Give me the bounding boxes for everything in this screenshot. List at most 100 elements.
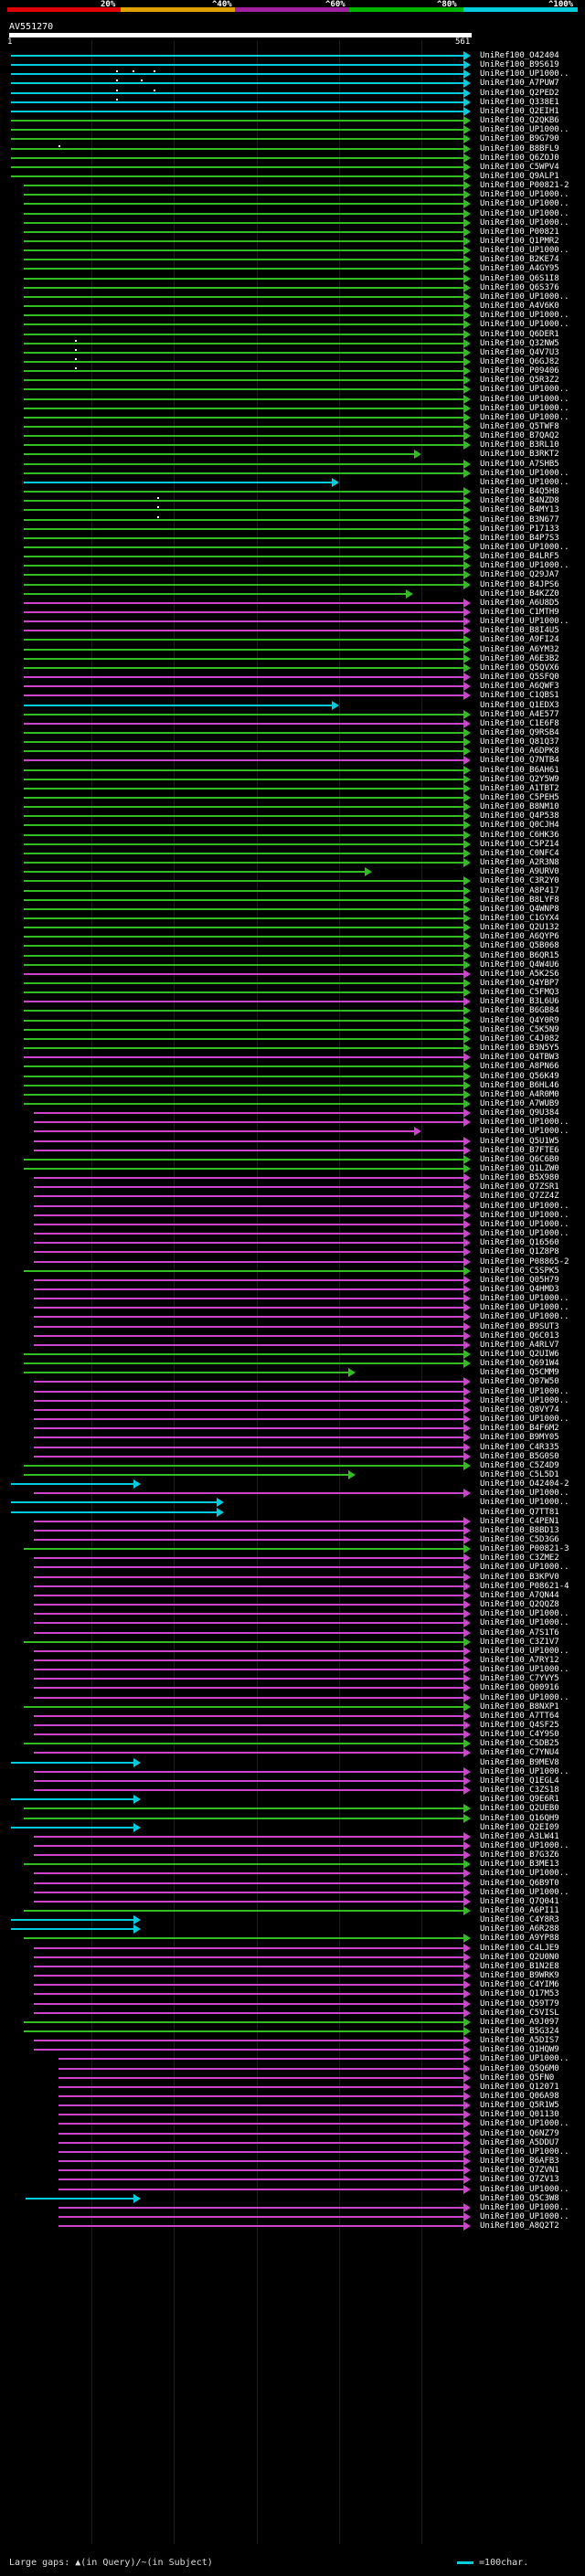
hit-label-link[interactable]: UniRef100_Q6C6B0: [480, 1155, 559, 1164]
hit-label-link[interactable]: UniRef100_C1E6F8: [480, 719, 559, 728]
hit-label-link[interactable]: UniRef100_Q7ZZ4Z: [480, 1192, 559, 1201]
hit-bar[interactable]: [34, 1233, 464, 1235]
hit-bar[interactable]: [24, 853, 464, 854]
hit-label-link[interactable]: UniRef100_Q5QVX6: [480, 663, 559, 673]
hit-bar[interactable]: [24, 278, 464, 280]
hit-bar[interactable]: [34, 1659, 464, 1661]
hit-label-link[interactable]: UniRef100_Q4YBP7: [480, 979, 559, 988]
hit-bar[interactable]: [24, 1047, 464, 1049]
hit-label-link[interactable]: UniRef100_C7YVY5: [480, 1674, 559, 1683]
hit-label-link[interactable]: UniRef100_Q16QH9: [480, 1814, 559, 1823]
hit-bar[interactable]: [24, 1065, 464, 1067]
hit-bar[interactable]: [58, 2123, 464, 2125]
hit-label-link[interactable]: UniRef100_UP1000..: [480, 320, 569, 329]
hit-label-link[interactable]: UniRef100_A7QN44: [480, 1591, 559, 1600]
hit-label-link[interactable]: UniRef100_A6E3B2: [480, 654, 559, 663]
hit-label-link[interactable]: UniRef100_C4J082: [480, 1034, 559, 1044]
hit-label-link[interactable]: UniRef100_B4F6M2: [480, 1424, 559, 1433]
hit-label-link[interactable]: UniRef100_Q691W4: [480, 1359, 559, 1368]
hit-label-link[interactable]: UniRef100_Q5U1W5: [480, 1137, 559, 1146]
hit-label-link[interactable]: UniRef100_P00821-2: [480, 181, 569, 190]
hit-label-link[interactable]: UniRef100_UP1000..: [480, 246, 569, 255]
hit-label-link[interactable]: UniRef100_UP1000..: [480, 2212, 569, 2221]
hit-label-link[interactable]: UniRef100_UP1000..: [480, 617, 569, 626]
hit-label-link[interactable]: UniRef100_UP1000..: [480, 2147, 569, 2157]
hit-bar[interactable]: [24, 685, 464, 687]
hit-label-link[interactable]: UniRef100_Q2Y5W9: [480, 775, 559, 784]
hit-bar[interactable]: [58, 2169, 464, 2171]
hit-bar[interactable]: [24, 519, 464, 521]
hit-label-link[interactable]: UniRef100_C5VISL: [480, 2009, 559, 2018]
hit-bar[interactable]: [24, 379, 464, 381]
hit-bar[interactable]: [10, 1928, 134, 1930]
hit-bar[interactable]: [34, 1261, 464, 1263]
hit-bar[interactable]: [34, 1836, 464, 1838]
hit-label-link[interactable]: UniRef100_UP1000..: [480, 209, 569, 218]
hit-label-link[interactable]: UniRef100_Q2EIH1: [480, 107, 559, 116]
hit-label-link[interactable]: UniRef100_A7RY12: [480, 1656, 559, 1665]
hit-label-link[interactable]: UniRef100_Q5C3W8: [480, 2194, 559, 2203]
hit-bar[interactable]: [24, 899, 464, 901]
hit-bar[interactable]: [24, 649, 464, 651]
hit-label-link[interactable]: UniRef100_P00821: [480, 228, 559, 237]
hit-bar[interactable]: [24, 723, 464, 725]
hit-label-link[interactable]: UniRef100_Q0CJH4: [480, 821, 559, 830]
hit-bar[interactable]: [24, 1159, 464, 1161]
hit-label-link[interactable]: UniRef100_C4LJE9: [480, 1944, 559, 1953]
hit-bar[interactable]: [34, 1993, 464, 1995]
hit-bar[interactable]: [10, 1762, 134, 1764]
hit-label-link[interactable]: UniRef100_A8P417: [480, 886, 559, 896]
hit-bar[interactable]: [24, 955, 464, 957]
hit-label-link[interactable]: UniRef100_UP1000..: [480, 385, 569, 394]
hit-label-link[interactable]: UniRef100_B7FTE6: [480, 1146, 559, 1155]
hit-bar[interactable]: [24, 249, 464, 251]
hit-bar[interactable]: [24, 546, 464, 548]
hit-bar[interactable]: [58, 2104, 464, 2106]
hit-bar[interactable]: [24, 1056, 464, 1058]
hit-label-link[interactable]: UniRef100_UP1000..: [480, 413, 569, 422]
hit-bar[interactable]: [24, 417, 464, 419]
hit-bar[interactable]: [24, 222, 464, 224]
hit-bar[interactable]: [24, 398, 464, 400]
hit-bar[interactable]: [24, 1937, 464, 1939]
hit-bar[interactable]: [58, 2058, 464, 2060]
hit-label-link[interactable]: UniRef100_Q2EI09: [480, 1823, 559, 1832]
hit-bar[interactable]: [34, 1632, 464, 1634]
hit-label-link[interactable]: UniRef100_B6GB84: [480, 1006, 559, 1015]
hit-bar[interactable]: [34, 1576, 464, 1578]
hit-bar[interactable]: [10, 1501, 217, 1503]
hit-label-link[interactable]: UniRef100_P09406: [480, 366, 559, 376]
hit-bar[interactable]: [24, 231, 464, 233]
hit-label-link[interactable]: UniRef100_Q7ZV13: [480, 2175, 559, 2184]
hit-label-link[interactable]: UniRef100_O42404-2: [480, 1479, 569, 1489]
hit-bar[interactable]: [10, 101, 464, 103]
hit-bar[interactable]: [24, 185, 464, 186]
hit-label-link[interactable]: UniRef100_C1GYX4: [480, 914, 559, 923]
hit-bar[interactable]: [24, 556, 464, 557]
hit-label-link[interactable]: UniRef100_UP1000..: [480, 404, 569, 413]
hit-label-link[interactable]: UniRef100_UP1000..: [480, 1563, 569, 1572]
hit-label-link[interactable]: UniRef100_P08621-4: [480, 1582, 569, 1591]
hit-bar[interactable]: [34, 1622, 464, 1624]
hit-label-link[interactable]: UniRef100_UP1000..: [480, 1767, 569, 1776]
hit-bar[interactable]: [10, 1919, 134, 1921]
hit-label-link[interactable]: UniRef100_A7WUB9: [480, 1099, 559, 1108]
hit-bar[interactable]: [24, 528, 464, 530]
hit-bar[interactable]: [26, 2198, 134, 2200]
hit-label-link[interactable]: UniRef100_A5K2S6: [480, 970, 559, 979]
hit-bar[interactable]: [24, 797, 464, 799]
hit-bar[interactable]: [24, 268, 464, 270]
hit-label-link[interactable]: UniRef100_B4NZD8: [480, 496, 559, 505]
hit-label-link[interactable]: UniRef100_B9MEV8: [480, 1758, 559, 1767]
hit-label-link[interactable]: UniRef100_C1MTH9: [480, 608, 559, 617]
hit-bar[interactable]: [34, 1854, 464, 1856]
hit-bar[interactable]: [24, 1168, 464, 1170]
hit-label-link[interactable]: UniRef100_UP1000..: [480, 1303, 569, 1312]
hit-label-link[interactable]: UniRef100_UP1000..: [480, 1211, 569, 1220]
hit-label-link[interactable]: UniRef100_UP1000..: [480, 2185, 569, 2194]
hit-bar[interactable]: [24, 705, 332, 706]
hit-bar[interactable]: [34, 1492, 464, 1494]
hit-bar[interactable]: [24, 408, 464, 409]
hit-bar[interactable]: [34, 1687, 464, 1689]
hit-bar[interactable]: [24, 259, 464, 260]
